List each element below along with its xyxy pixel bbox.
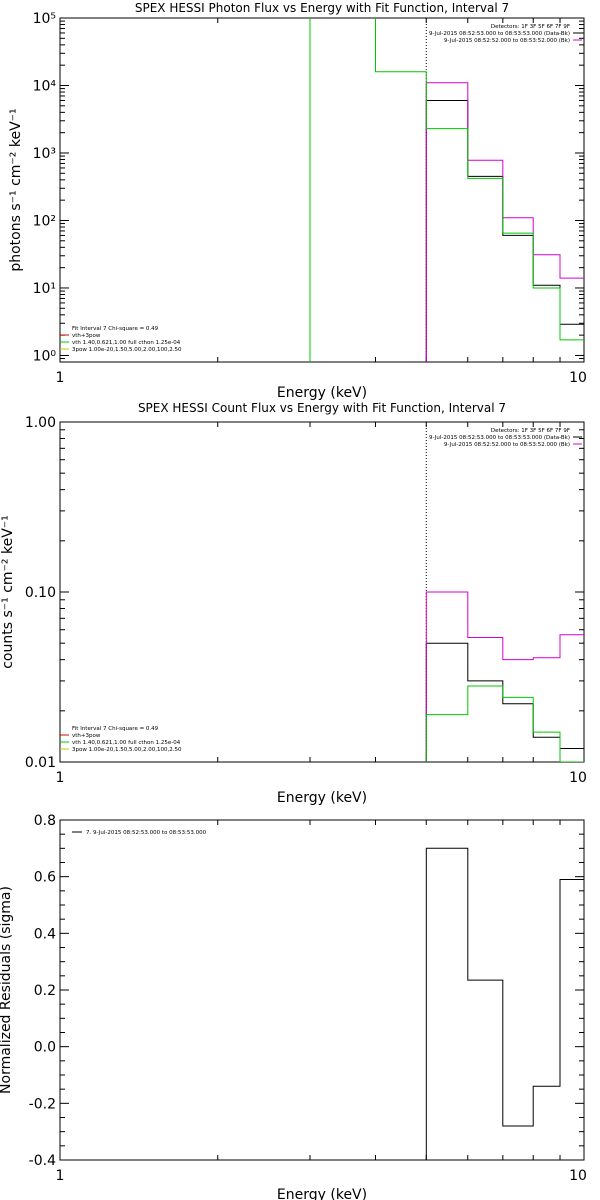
photon-flux-x-tick-label: 1 <box>56 370 65 386</box>
residuals-x-tick-label: 10 <box>569 1168 587 1184</box>
count-flux-legend-text: Fit Interval 7 Chi-square = 0.49 <box>72 726 159 732</box>
count-flux-legend-text: 9-Jul-2015 08:52:52.000 to 08:53:52.000 … <box>444 442 570 448</box>
count-flux-legend-text: Detectors: 1F 3F 5F 6F 7F 9F <box>491 428 570 434</box>
count-flux-y-tick-label: 0.01 <box>25 755 56 771</box>
count-flux-xlabel: Energy (keV) <box>277 790 367 806</box>
count-flux-y-tick-label: 1.00 <box>25 415 56 431</box>
photon-flux-y-tick-label: 10¹ <box>33 281 56 297</box>
photon-flux-panel: SPEX HESSI Photon Flux vs Energy with Fi… <box>8 1 587 401</box>
residuals-legend-text: 7. 9-Jul-2015 08:52:53.000 to 08:53:53.0… <box>86 830 207 836</box>
residuals-x-tick-label: 1 <box>56 1168 65 1184</box>
photon-flux-title: SPEX HESSI Photon Flux vs Energy with Fi… <box>135 1 509 15</box>
photon-flux-y-tick-label: 10³ <box>33 146 56 162</box>
photon-flux-y-tick-label: 10⁴ <box>33 78 57 94</box>
photon-flux-legend-text: Detectors: 1F 3F 5F 6F 7F 9F <box>491 24 570 30</box>
count-flux-legend-text: vth 1.40,0.621,1.00 full cthon 1.25e-04 <box>72 740 181 746</box>
photon-flux-legend-text: 9-Jul-2015 08:52:52.000 to 08:53:52.000 … <box>444 38 570 44</box>
residuals-series-0 <box>425 847 584 1160</box>
photon-flux-x-tick-label: 10 <box>569 370 587 386</box>
residuals-y-tick-label: -0.2 <box>29 1096 56 1112</box>
photon-flux-y-tick-label: 10⁵ <box>33 11 56 27</box>
count-flux-x-tick-label: 10 <box>569 770 587 786</box>
photon-flux-legend-text: vth 1.40,0.621,1.00 full cthon 1.25e-04 <box>72 340 181 346</box>
count-flux-ylabel: counts s⁻¹ cm⁻² keV⁻¹ <box>0 515 16 669</box>
residuals-y-tick-label: 0.6 <box>34 870 56 886</box>
residuals-ylabel: Normalized Residuals (sigma) <box>0 886 14 1094</box>
count-flux-title: SPEX HESSI Count Flux vs Energy with Fit… <box>138 401 506 415</box>
residuals-y-tick-label: -0.4 <box>29 1153 56 1169</box>
count-flux-plot-frame <box>59 421 585 763</box>
residuals-plot-frame <box>59 819 585 1161</box>
residuals-y-tick-label: 0.2 <box>34 983 56 999</box>
photon-flux-legend-text: Fit Interval 7 Chi-square = 0.49 <box>72 326 159 332</box>
count-flux-x-tick-label: 1 <box>56 770 65 786</box>
photon-flux-plot-frame <box>59 17 585 363</box>
photon-flux-y-tick-label: 10⁰ <box>33 348 57 364</box>
count-flux-series-2 <box>425 685 584 762</box>
count-flux-y-tick-label: 0.10 <box>25 585 56 601</box>
photon-flux-series-2 <box>309 18 584 362</box>
residuals-y-tick-label: 0.0 <box>34 1040 56 1056</box>
count-flux-legend-text: 3pow 1.00e-20,1.50,5.00,2.00,100,2.50 <box>72 747 182 753</box>
residuals-xlabel: Energy (keV) <box>277 1187 367 1200</box>
count-flux-legend-text: 9-Jul-2015 08:52:53.000 to 08:53:53.000 … <box>429 435 570 441</box>
count-flux-legend-text: vth+3pow <box>72 733 101 739</box>
photon-flux-legend-text: vth+3pow <box>72 333 101 339</box>
photon-flux-y-tick-label: 10² <box>33 213 56 229</box>
photon-flux-ylabel: photons s⁻¹ cm⁻² keV⁻¹ <box>8 108 24 271</box>
residuals-panel: Energy (keV) Normalized Residuals (sigma… <box>0 813 587 1200</box>
count-flux-panel: SPEX HESSI Count Flux vs Energy with Fit… <box>0 401 587 806</box>
residuals-y-tick-label: 0.8 <box>34 813 56 829</box>
residuals-y-tick-label: 0.4 <box>34 926 56 942</box>
photon-flux-xlabel: Energy (keV) <box>277 385 367 401</box>
count-flux-series-1 <box>425 591 584 762</box>
photon-flux-legend-text: 9-Jul-2015 08:52:53.000 to 08:53:53.000 … <box>429 31 570 37</box>
photon-flux-legend-text: 3pow 1.00e-20,1.50,5.00,2.00,100,2.50 <box>72 347 182 353</box>
